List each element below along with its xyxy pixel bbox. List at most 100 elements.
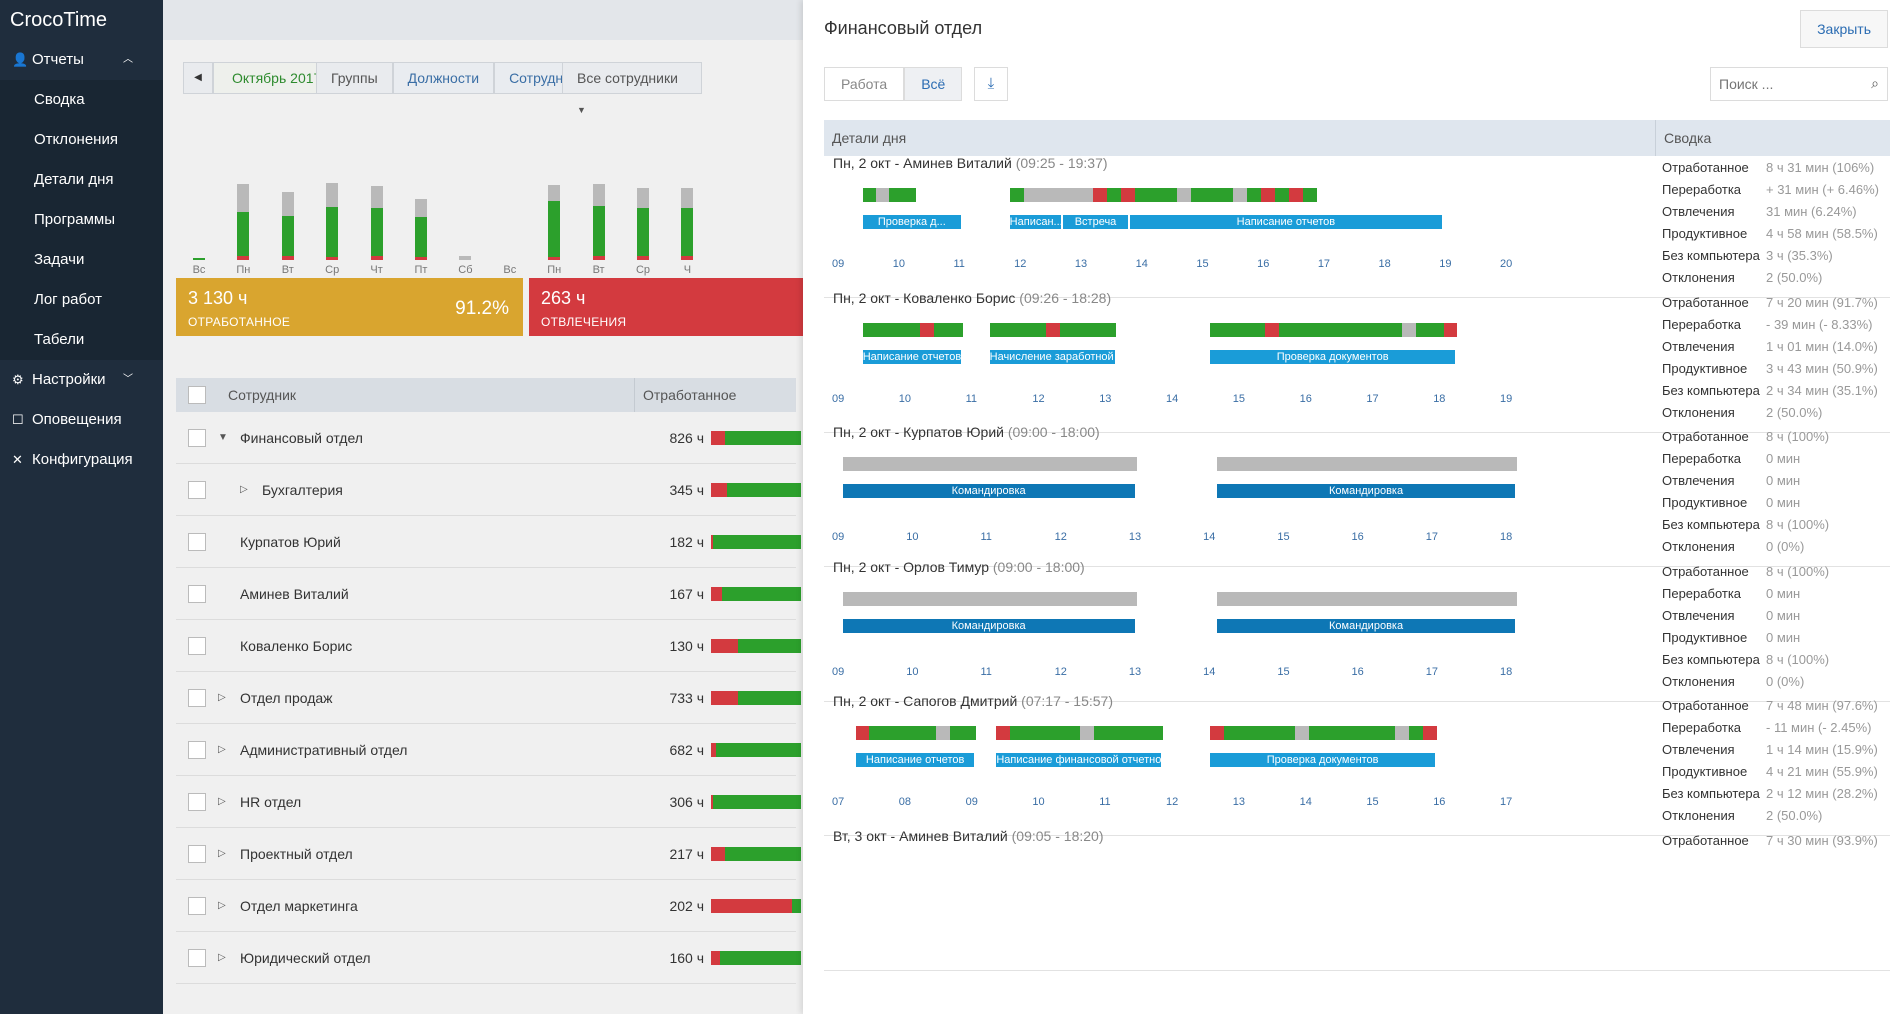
day-bar-gray[interactable] (592, 184, 605, 206)
activity-bar[interactable] (1216, 591, 1518, 606)
day-bar-green[interactable] (281, 216, 294, 256)
sidebar-item-1[interactable]: ⚙ Настройки ﹀ (0, 360, 163, 400)
day-bar-red[interactable] (592, 256, 605, 260)
day-bar-green[interactable] (193, 258, 205, 260)
search-icon[interactable]: ⌕ (1871, 75, 1879, 91)
segment-0[interactable]: Группы (316, 62, 393, 94)
day-bar-red[interactable] (681, 256, 694, 260)
toggle-work[interactable]: Работа (824, 67, 905, 101)
day-bar-red[interactable] (326, 257, 339, 260)
day-entry[interactable]: Пн, 2 окт - Аминев Виталий (09:25 - 19:3… (824, 135, 1890, 298)
day-bar-red[interactable] (370, 256, 383, 260)
worked-tile[interactable]: 3 130 ч ОТРАБОТАННОЕ 91.2% (176, 278, 523, 336)
col-worked[interactable]: Отработанное (634, 378, 744, 412)
day-bar-green[interactable] (370, 208, 383, 256)
table-row[interactable]: ▷ Отдел маркетинга 202 ч (176, 880, 801, 932)
collapse-icon[interactable]: ▼ (218, 432, 228, 443)
table-row[interactable]: Курпатов Юрий 182 ч (176, 516, 801, 568)
day-bar-green[interactable] (637, 208, 649, 256)
task-label[interactable]: Начисление заработной ... (989, 349, 1115, 364)
day-bar-gray[interactable] (281, 192, 294, 216)
day-entry[interactable]: Вт, 3 окт - Аминев Виталий (09:05 - 18:2… (824, 808, 1890, 971)
activity-bar[interactable] (989, 322, 1117, 337)
sidebar-subitem-3[interactable]: Программы (34, 211, 116, 228)
task-label[interactable]: Написание отчетов (862, 349, 961, 364)
day-entry[interactable]: Пн, 2 окт - Орлов Тимур (09:00 - 18:00) К… (824, 539, 1890, 702)
table-row[interactable]: ▷ HR отдел 306 ч (176, 776, 801, 828)
activity-bar[interactable] (1009, 188, 1317, 202)
row-checkbox[interactable] (188, 636, 206, 655)
prev-month-button[interactable]: ◀ (183, 62, 213, 94)
day-bar-green[interactable] (592, 206, 605, 256)
day-bar-green[interactable] (326, 207, 339, 257)
day-bar-green[interactable] (548, 201, 561, 257)
close-button[interactable]: Закрыть (1800, 10, 1888, 48)
sidebar-item-3[interactable]: ✕ Конфигурация (0, 440, 163, 480)
task-label[interactable]: Встреча (1063, 215, 1128, 229)
table-row[interactable]: Коваленко Борис 130 ч (176, 620, 801, 672)
toggle-all[interactable]: Всё (904, 67, 963, 101)
task-label[interactable]: Написание отчетов (1129, 215, 1442, 229)
day-bar-green[interactable] (415, 217, 427, 257)
day-bar-gray[interactable] (459, 256, 472, 260)
expand-icon[interactable]: ▷ (218, 796, 226, 807)
table-row[interactable]: Аминев Виталий 167 ч (176, 568, 801, 620)
task-label[interactable]: Написание отчетов (856, 753, 975, 767)
day-bar-red[interactable] (548, 257, 561, 260)
day-entry[interactable]: Пн, 2 окт - Коваленко Борис (09:26 - 18:… (824, 270, 1890, 433)
day-entry[interactable]: Пн, 2 окт - Курпатов Юрий (09:00 - 18:00… (824, 404, 1890, 567)
activity-bar[interactable] (1210, 726, 1438, 740)
day-bar-gray[interactable] (637, 188, 649, 208)
table-row[interactable]: ▷ Бухгалтерия 345 ч (176, 464, 801, 516)
sidebar-subitem-0[interactable]: Сводка (34, 91, 85, 108)
segment-1[interactable]: Должности (392, 62, 495, 94)
sidebar-subitem-4[interactable]: Задачи (34, 251, 85, 268)
day-bar-gray[interactable] (370, 186, 383, 208)
row-checkbox[interactable] (188, 740, 206, 759)
task-label[interactable]: Командировка (842, 618, 1135, 633)
expand-icon[interactable]: ▷ (218, 900, 226, 911)
sidebar-subitem-5[interactable]: Лог работ (34, 291, 102, 308)
row-checkbox[interactable] (188, 688, 206, 707)
day-bar-gray[interactable] (237, 184, 250, 212)
row-checkbox[interactable] (188, 948, 206, 967)
expand-icon[interactable]: ▷ (218, 744, 226, 755)
activity-bar[interactable] (996, 726, 1164, 740)
col-employee[interactable]: Сотрудник (228, 387, 297, 403)
table-row[interactable]: ▷ Административный отдел 682 ч (176, 724, 801, 776)
table-row[interactable]: ▼ Финансовый отдел 826 ч (176, 412, 801, 464)
expand-icon[interactable]: ▷ (218, 952, 226, 963)
day-bar-red[interactable] (637, 256, 649, 260)
activity-bar[interactable] (842, 457, 1137, 471)
task-label[interactable]: Командировка (842, 484, 1135, 498)
table-row[interactable]: ▷ Юридический отдел 160 ч (176, 932, 801, 984)
activity-bar[interactable] (1216, 457, 1518, 471)
row-checkbox[interactable] (188, 532, 206, 551)
day-bar-gray[interactable] (326, 183, 339, 207)
day-bar-gray[interactable] (548, 185, 561, 201)
sidebar-subitem-1[interactable]: Отклонения (34, 131, 118, 148)
row-checkbox[interactable] (188, 428, 206, 447)
row-checkbox[interactable] (188, 584, 206, 603)
sidebar-item-2[interactable]: ☐ Оповещения (0, 400, 163, 440)
expand-icon[interactable]: ▷ (218, 848, 226, 859)
month-label[interactable]: Октябрь 2017 (213, 62, 341, 94)
distractions-tile[interactable]: 263 ч ОТВЛЕЧЕНИЯ (529, 278, 803, 336)
day-bar-red[interactable] (415, 257, 427, 260)
download-button[interactable]: ⤓ (974, 67, 1008, 101)
table-row[interactable]: ▷ Проектный отдел 217 ч (176, 828, 801, 880)
task-label[interactable]: Командировка (1216, 618, 1516, 633)
day-bar-red[interactable] (281, 256, 294, 260)
day-bar-gray[interactable] (681, 188, 694, 208)
day-bar-green[interactable] (681, 208, 694, 256)
activity-bar[interactable] (842, 591, 1137, 606)
activity-bar[interactable] (862, 322, 963, 337)
task-label[interactable]: Проверка д... (862, 215, 961, 229)
sidebar-item-0[interactable]: 👤 Отчеты ︿ (0, 40, 163, 80)
task-label[interactable]: Проверка документов (1210, 349, 1456, 364)
day-bar-green[interactable] (237, 212, 250, 256)
sidebar-subitem-2[interactable]: Детали дня (34, 171, 114, 188)
day-bar-red[interactable] (237, 256, 250, 260)
day-entry[interactable]: Пн, 2 окт - Сапогов Дмитрий (07:17 - 15:… (824, 673, 1890, 836)
table-row[interactable]: ▷ Отдел продаж 733 ч (176, 672, 801, 724)
